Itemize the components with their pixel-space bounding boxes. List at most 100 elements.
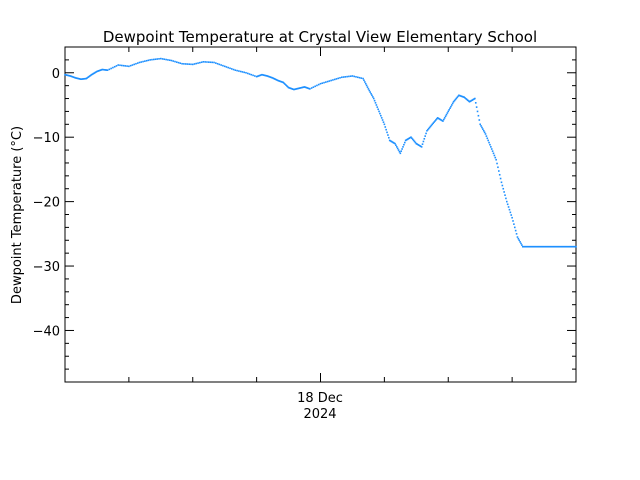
data-point [358,76,361,79]
data-point [73,76,75,79]
data-point [271,77,274,79]
data-point [241,71,244,73]
data-point [349,75,352,78]
data-points [64,57,577,248]
data-point [400,150,403,152]
data-point [408,137,411,140]
data-point [542,245,544,248]
data-point [426,129,428,132]
data-point [87,76,89,79]
data-point [481,126,483,129]
data-point [152,58,155,61]
data-point [374,102,377,104]
data-point [325,81,327,83]
data-point [430,124,433,127]
data-point [250,73,253,76]
data-point [527,245,529,248]
data-point [126,65,128,67]
data-point [440,119,442,121]
data-point [364,82,367,85]
data-point [94,71,96,74]
data-point [386,131,388,134]
data-point [218,63,221,66]
data-point [270,76,272,79]
data-point [453,99,456,102]
data-point [351,75,354,77]
data-point [102,68,104,71]
data-point [490,146,492,148]
data-point [252,74,254,77]
data-point [160,57,162,60]
data-point [468,100,471,103]
data-point [246,72,249,75]
y-tick-label: −10 [33,131,60,146]
data-point [466,99,469,102]
data-point [524,245,527,248]
data-point [404,139,407,142]
data-point [395,146,398,148]
data-point [507,206,510,208]
data-point [490,148,493,150]
data-point [500,181,503,184]
data-point [297,87,300,90]
data-point [68,74,71,77]
data-point [470,99,473,102]
data-point [243,71,246,74]
data-point [511,216,513,219]
data-point [383,123,386,126]
data-point [464,97,466,99]
data-point [105,69,107,71]
data-point [337,77,340,80]
data-point [575,245,577,248]
data-point [309,88,311,90]
data-point [444,115,447,118]
data-point [193,63,196,65]
data-point [131,64,134,66]
data-point [75,77,78,79]
data-point [563,245,566,248]
data-point [161,58,164,60]
data-point [292,88,294,90]
data-point [142,60,144,63]
data-point [301,86,304,89]
data-point [156,58,159,60]
data-point [90,73,93,76]
data-point [195,62,198,65]
y-tick-label: −20 [33,196,60,211]
data-point [88,75,90,78]
data-point [561,245,564,248]
data-point [259,74,261,77]
data-point [399,152,402,155]
data-point [369,91,371,93]
data-point [81,78,83,80]
data-point [522,245,525,248]
data-point [551,245,553,248]
data-point [204,61,206,63]
data-point [553,245,555,248]
data-point [99,69,102,71]
data-point [66,74,69,77]
data-point [79,78,81,80]
data-point [459,95,462,97]
data-point [71,75,73,78]
data-point [483,131,486,134]
data-point [234,69,237,71]
data-point [290,87,293,90]
data-point [519,241,521,243]
data-point [73,76,76,79]
data-point [458,94,461,97]
axis-ticks [65,46,576,383]
data-point [163,58,166,61]
data-point [456,96,458,99]
data-point [526,245,529,248]
data-point [74,77,77,79]
data-point [76,77,79,80]
data-point [115,65,118,67]
data-point [375,104,378,106]
data-point [564,245,567,248]
y-axis-label: Dewpoint Temperature (°C) [10,126,25,304]
data-point [510,214,513,216]
data-point [206,61,208,63]
data-point [449,107,451,110]
data-point [537,245,540,248]
